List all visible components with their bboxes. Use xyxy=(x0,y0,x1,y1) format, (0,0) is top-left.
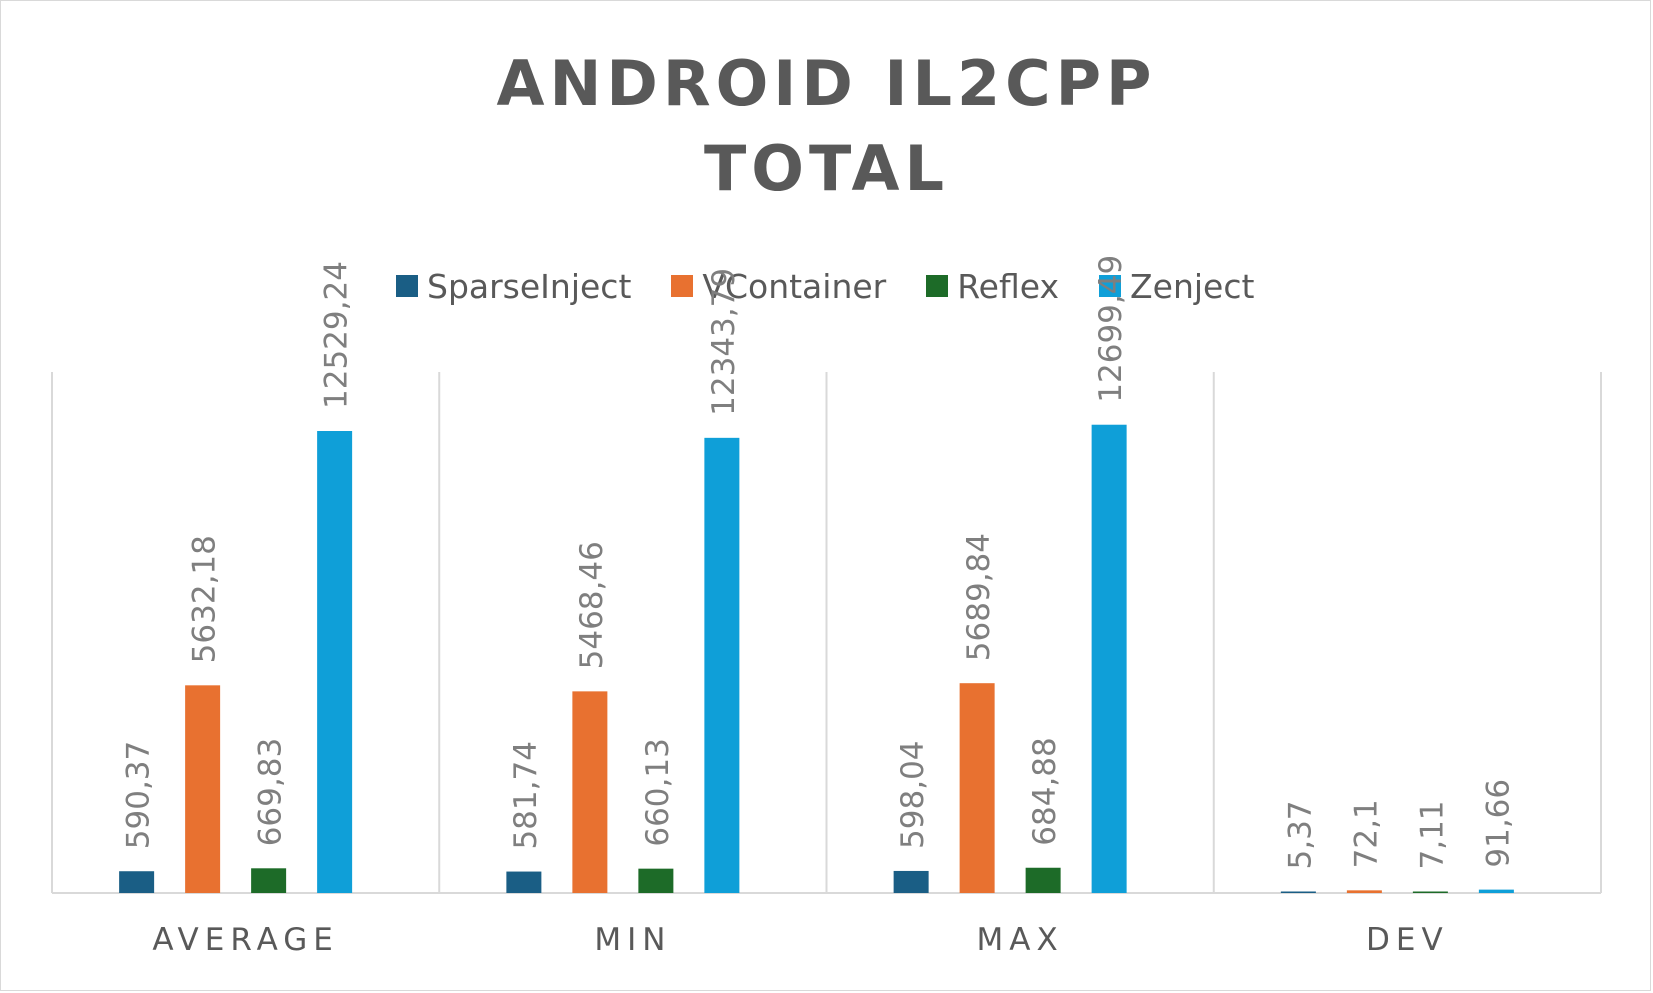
bar-vcontainer-max xyxy=(959,683,995,893)
data-label-sparseinject-dev: 5,37 xyxy=(1282,800,1318,869)
legend-item-sparseinject: SparseInject xyxy=(396,267,631,306)
bar-zenject-dev xyxy=(1478,889,1514,893)
data-label-zenject-average: 12529,24 xyxy=(319,261,355,409)
chart-title-line-2: TOTAL xyxy=(704,132,949,205)
bar-reflex-dev xyxy=(1412,891,1448,893)
bar-zenject-average xyxy=(317,431,353,893)
data-label-vcontainer-max: 5689,84 xyxy=(961,533,997,661)
bar-sparseinject-dev xyxy=(1280,891,1316,893)
bar-reflex-max xyxy=(1025,867,1061,893)
legend-swatch-sparseinject xyxy=(396,275,418,297)
bar-vcontainer-dev xyxy=(1346,890,1382,893)
data-label-vcontainer-dev: 72,1 xyxy=(1348,799,1384,868)
data-label-reflex-dev: 7,11 xyxy=(1414,800,1450,869)
legend-swatch-reflex xyxy=(926,275,949,297)
x-tick-label-min: MIN xyxy=(594,922,671,958)
chart-legend: SparseInject VContainer Reflex Zenject xyxy=(396,262,1294,310)
legend-label-zenject: Zenject xyxy=(1130,266,1255,306)
legend-label-vcontainer: VContainer xyxy=(702,266,887,306)
legend-item-vcontainer: VContainer xyxy=(671,267,886,306)
bar-reflex-average xyxy=(251,868,287,893)
legend-label-sparseinject: SparseInject xyxy=(427,266,632,306)
bar-sparseinject-min xyxy=(506,871,542,893)
data-label-sparseinject-max: 598,04 xyxy=(895,740,931,848)
legend-item-reflex: Reflex xyxy=(926,267,1059,306)
x-tick-label-dev: DEV xyxy=(1366,922,1449,958)
bar-sparseinject-average xyxy=(119,871,155,893)
legend-item-zenject: Zenject xyxy=(1099,267,1254,306)
data-label-reflex-average: 669,83 xyxy=(253,738,289,846)
bar-sparseinject-max xyxy=(893,870,929,893)
data-label-zenject-dev: 91,66 xyxy=(1480,779,1516,868)
data-label-vcontainer-average: 5632,18 xyxy=(187,535,223,663)
data-label-sparseinject-min: 581,74 xyxy=(508,741,544,849)
legend-swatch-vcontainer xyxy=(671,275,694,297)
bar-zenject-min xyxy=(704,437,740,893)
data-label-reflex-min: 660,13 xyxy=(640,738,676,846)
data-label-vcontainer-min: 5468,46 xyxy=(574,541,610,669)
chart-title-line-1: ANDROID IL2CPP xyxy=(496,47,1157,120)
bar-reflex-min xyxy=(638,868,674,893)
bar-vcontainer-min xyxy=(572,691,608,893)
legend-swatch-zenject xyxy=(1099,275,1122,297)
x-tick-label-max: MAX xyxy=(977,922,1064,958)
data-label-reflex-max: 684,88 xyxy=(1027,737,1063,845)
data-label-sparseinject-average: 590,37 xyxy=(121,741,157,849)
data-label-zenject-max: 12699,49 xyxy=(1093,255,1129,403)
bar-zenject-max xyxy=(1091,424,1127,893)
bar-vcontainer-average xyxy=(185,685,221,893)
legend-label-reflex: Reflex xyxy=(957,266,1060,306)
x-tick-label-average: AVERAGE xyxy=(152,922,339,958)
data-label-zenject-min: 12343,79 xyxy=(706,268,742,416)
